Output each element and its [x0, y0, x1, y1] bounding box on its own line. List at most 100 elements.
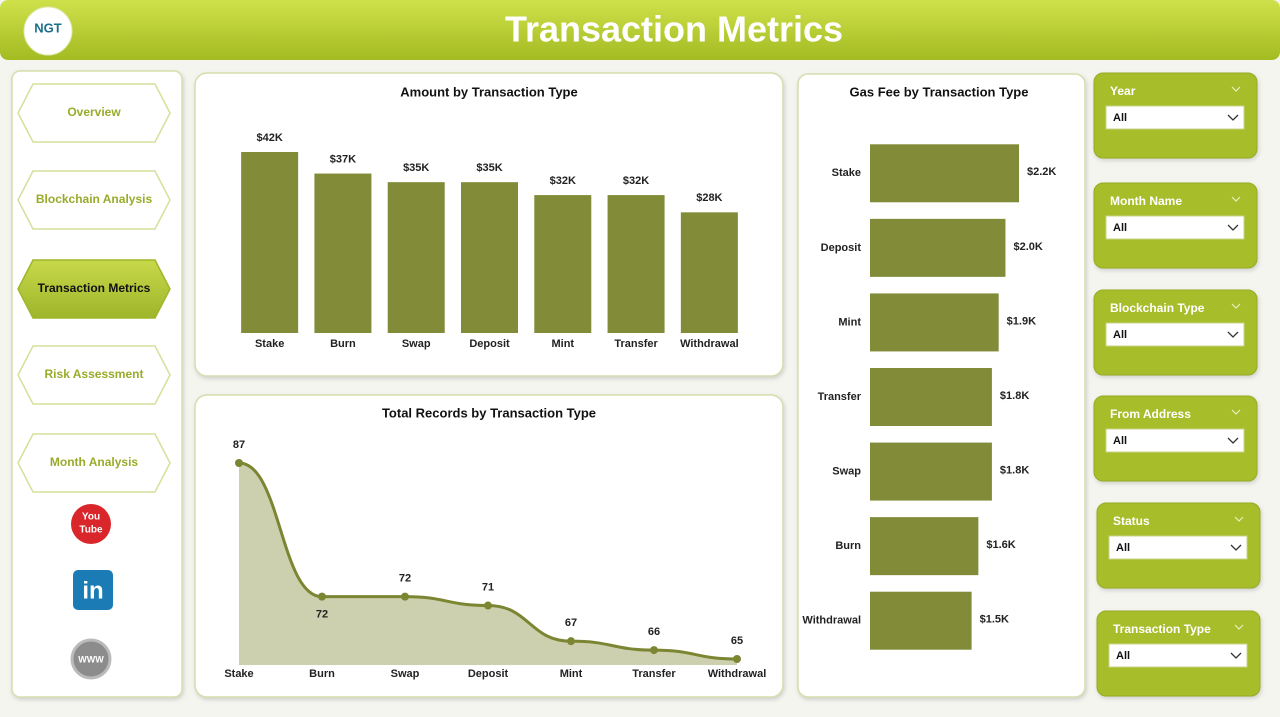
bar: [314, 173, 372, 333]
y-tick-label: Stake: [832, 167, 861, 179]
bar: [870, 517, 979, 576]
y-tick-label: Withdrawal: [802, 615, 861, 627]
bar: [870, 368, 992, 426]
x-tick-label: Deposit: [469, 338, 510, 350]
header-bar: [0, 0, 1280, 60]
web-text: WWW: [78, 654, 104, 664]
data-label: $32K: [550, 175, 576, 187]
linkedin-icon[interactable]: [73, 570, 113, 610]
data-label: 71: [482, 581, 494, 593]
x-tick-label: Deposit: [468, 668, 509, 680]
x-tick-label: Withdrawal: [680, 338, 739, 350]
x-tick-label: Mint: [560, 668, 583, 680]
filter-label: From Address: [1110, 407, 1191, 421]
data-label: 65: [731, 635, 743, 647]
filter-label: Month Name: [1110, 194, 1182, 208]
data-label: 72: [399, 573, 411, 585]
dropdown-chevron: [1230, 544, 1242, 551]
bar: [607, 195, 665, 333]
filter-chevron: [1231, 303, 1241, 309]
filter-dropdown[interactable]: [1108, 535, 1248, 560]
web-icon[interactable]: [70, 638, 112, 680]
point: [567, 637, 575, 646]
data-label: $1.8K: [1000, 390, 1029, 402]
nav-button[interactable]: [17, 83, 171, 143]
youtube-text: You: [82, 512, 100, 523]
bar: [461, 182, 518, 333]
data-label: 87: [233, 439, 245, 451]
data-label: $1.6K: [986, 539, 1015, 551]
nav-button[interactable]: [17, 170, 171, 230]
data-label: 67: [565, 617, 577, 629]
filter-label: Status: [1113, 514, 1150, 528]
logo: [23, 6, 73, 56]
filter-value: All: [1116, 542, 1130, 554]
dropdown-chevron: [1227, 331, 1239, 338]
filter-label: Transaction Type: [1113, 622, 1211, 636]
filter-dropdown[interactable]: [1105, 428, 1245, 453]
bar: [534, 195, 592, 333]
data-label: $2.0K: [1013, 241, 1042, 253]
bar: [387, 182, 445, 333]
bar: [870, 293, 999, 352]
data-label: $28K: [696, 192, 722, 204]
area: [239, 463, 737, 665]
nav-button[interactable]: [17, 345, 171, 405]
x-tick-label: Burn: [330, 338, 356, 350]
filter-label: Blockchain Type: [1110, 301, 1205, 315]
nav-label: Transaction Metrics: [38, 281, 151, 295]
data-label: $32K: [623, 175, 649, 187]
data-label: 66: [648, 626, 660, 638]
linkedin-text: in: [82, 577, 103, 604]
bar: [870, 591, 972, 650]
bar: [680, 212, 738, 333]
x-tick-label: Burn: [309, 668, 335, 680]
data-label: $35K: [403, 162, 429, 174]
bar: [870, 218, 1006, 277]
x-tick-label: Swap: [402, 338, 431, 350]
bar: [870, 144, 1019, 203]
filter-chevron: [1231, 86, 1241, 92]
filter-chevron: [1234, 624, 1244, 630]
nav-button[interactable]: [17, 433, 171, 493]
filter-dropdown[interactable]: [1105, 215, 1245, 240]
point: [484, 601, 492, 610]
nav-button[interactable]: [17, 259, 171, 319]
dropdown-chevron: [1227, 437, 1239, 444]
filter-chevron: [1231, 196, 1241, 202]
youtube-text: Tube: [79, 525, 103, 536]
y-tick-label: Transfer: [818, 391, 862, 403]
y-tick-label: Swap: [832, 465, 861, 477]
nav-label: Month Analysis: [50, 455, 139, 469]
nav-label: Risk Assessment: [45, 367, 144, 381]
y-tick-label: Mint: [838, 316, 861, 328]
point: [733, 655, 741, 663]
youtube-icon[interactable]: [71, 504, 111, 544]
point: [401, 592, 409, 601]
data-label: 72: [316, 609, 328, 621]
x-tick-label: Mint: [551, 338, 574, 350]
chart-title: Gas Fee by Transaction Type: [850, 84, 1029, 99]
nav-label: Overview: [67, 105, 121, 119]
x-tick-label: Transfer: [632, 668, 676, 680]
data-label: $1.5K: [980, 614, 1009, 626]
filter-dropdown[interactable]: [1105, 105, 1245, 130]
data-label: $35K: [476, 162, 502, 174]
filter-dropdown[interactable]: [1105, 322, 1245, 347]
point: [235, 459, 243, 467]
point: [318, 592, 326, 601]
chart-title: Amount by Transaction Type: [400, 84, 577, 99]
data-label: $42K: [256, 132, 282, 144]
filter-value: All: [1113, 222, 1127, 234]
data-label: $1.9K: [1007, 315, 1036, 327]
dropdown-chevron: [1227, 114, 1239, 121]
x-tick-label: Transfer: [614, 338, 658, 350]
filter-dropdown[interactable]: [1108, 643, 1248, 668]
point: [650, 646, 658, 655]
logo-text: NGT: [34, 20, 62, 35]
x-tick-label: Stake: [224, 668, 253, 680]
filter-value: All: [1116, 650, 1130, 662]
data-label: $2.2K: [1027, 166, 1056, 178]
chart-title: Total Records by Transaction Type: [382, 405, 596, 420]
